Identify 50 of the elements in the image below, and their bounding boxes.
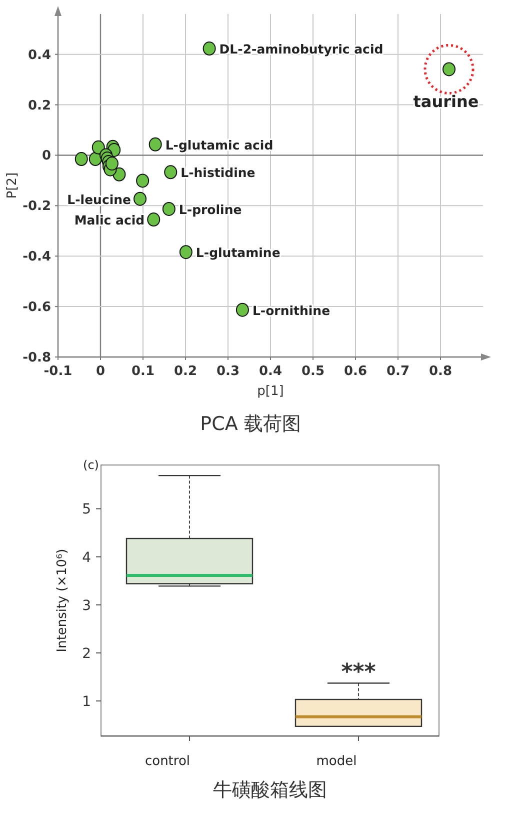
y-tick-label: 0.4 [28,48,51,63]
annotation: L-glutamine [196,245,280,260]
text: PCA 载荷图 [200,413,301,435]
x-tick-label: model [316,754,357,769]
x-tick-label: 0.7 [386,364,410,379]
y-tick-label: -0.4 [22,250,51,265]
y-tick-label: 1 [82,694,91,710]
point [164,165,178,180]
annotation: L-glutamic acid [165,137,274,152]
y-tick-label: 0.2 [28,98,51,114]
x-tick-label: 0.8 [428,364,452,379]
text: 牛磺酸箱线图 [213,779,327,801]
y-tick-label: 4 [82,550,92,566]
y-tick-label: 5 [82,502,91,518]
point [92,140,105,154]
y-tick-label: 2 [82,646,91,662]
y-tick-label: 0 [42,148,51,164]
point [134,192,147,206]
x-tick-label: 0.5 [301,364,325,379]
annotation: L-ornithine [252,302,330,318]
point [147,212,160,227]
point [162,202,176,216]
point [179,245,192,260]
x-tick-label: control [144,754,190,769]
x-tick-label: 0.2 [174,364,198,379]
annotation: *** [341,660,376,686]
point [136,174,150,188]
annotation: L-proline [178,202,242,217]
point [105,156,118,171]
y-tick-label: -0.8 [22,350,51,366]
x-tick-label: 0.1 [131,364,155,379]
x-tick-label: -0.1 [44,364,72,379]
x-tick-label: 0.3 [216,364,240,379]
y-tick-label: -0.2 [22,199,51,214]
y-axis-title: Intensity (×10⁶) [55,548,70,652]
x-axis-title: p[1] [257,384,284,399]
point [202,42,216,56]
x-tick-label: 0 [96,364,106,379]
annotation: L-histidine [180,165,256,180]
y-tick-label: -0.6 [22,300,51,316]
point [148,137,162,152]
x-tick-label: 0.4 [258,364,282,379]
y-tick-label: 3 [82,598,91,614]
point [236,302,249,317]
text: (c) [83,458,99,472]
annotation: taurine [413,92,479,112]
y-axis-title: P[2] [5,172,20,199]
point [74,152,88,166]
x-tick-label: 0.6 [344,364,368,379]
annotation: DL-2-aminobutyric acid [219,42,384,57]
